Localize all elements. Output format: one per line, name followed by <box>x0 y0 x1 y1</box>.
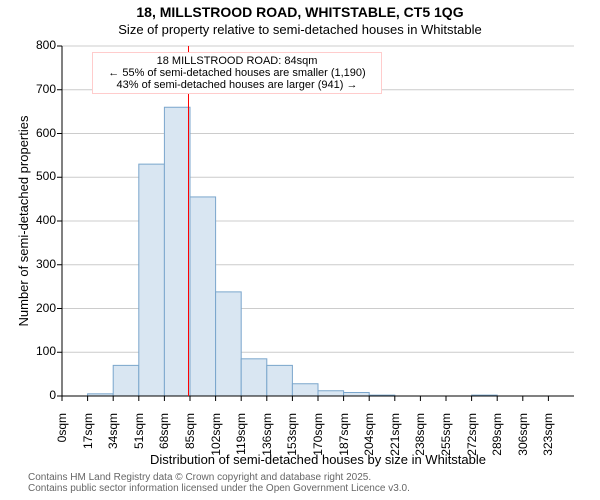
x-tick-label: 34sqm <box>106 413 120 463</box>
x-tick-label: 238sqm <box>413 413 427 463</box>
y-tick-label: 700 <box>22 82 56 96</box>
y-tick-label: 300 <box>22 257 56 271</box>
y-tick-label: 400 <box>22 213 56 227</box>
y-tick-label: 100 <box>22 344 56 358</box>
x-tick-label: 255sqm <box>439 413 453 463</box>
x-tick-label: 85sqm <box>183 413 197 463</box>
footer: Contains HM Land Registry data © Crown c… <box>0 472 600 494</box>
x-tick-label: 187sqm <box>337 413 351 463</box>
y-tick-label: 200 <box>22 301 56 315</box>
x-tick-label: 119sqm <box>234 413 248 463</box>
x-tick-label: 221sqm <box>388 413 402 463</box>
x-tick-label: 204sqm <box>362 413 376 463</box>
y-tick-label: 800 <box>22 38 56 52</box>
annotation-line3: 43% of semi-detached houses are larger (… <box>97 79 377 91</box>
x-tick-label: 170sqm <box>311 413 325 463</box>
x-tick-label: 306sqm <box>516 413 530 463</box>
footer-line2: Contains public sector information licen… <box>0 483 600 494</box>
x-tick-label: 102sqm <box>209 413 223 463</box>
x-tick-label: 153sqm <box>285 413 299 463</box>
x-tick-label: 51sqm <box>132 413 146 463</box>
annotation-line2: ← 55% of semi-detached houses are smalle… <box>97 67 377 79</box>
x-tick-label: 0sqm <box>55 413 69 463</box>
x-tick-label: 289sqm <box>490 413 504 463</box>
x-tick-label: 272sqm <box>465 413 479 463</box>
x-tick-label: 68sqm <box>157 413 171 463</box>
x-tick-label: 17sqm <box>81 413 95 463</box>
footer-line1: Contains HM Land Registry data © Crown c… <box>0 472 600 483</box>
y-tick-label: 0 <box>22 388 56 402</box>
x-tick-label: 136sqm <box>260 413 274 463</box>
annotation-line1: 18 MILLSTROOD ROAD: 84sqm <box>97 55 377 67</box>
y-tick-label: 500 <box>22 169 56 183</box>
annotation-box: 18 MILLSTROOD ROAD: 84sqm ← 55% of semi-… <box>92 52 382 94</box>
y-tick-label: 600 <box>22 126 56 140</box>
x-tick-label: 323sqm <box>541 413 555 463</box>
